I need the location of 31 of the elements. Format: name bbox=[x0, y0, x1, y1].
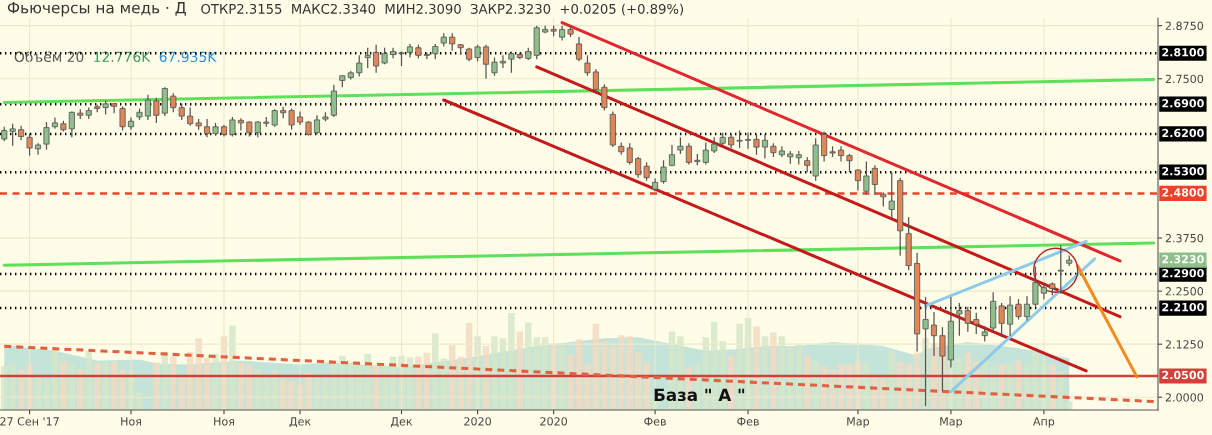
y-tick-label: 2.3750 bbox=[1165, 233, 1204, 243]
ref-line-label: 2.0500 bbox=[1162, 370, 1204, 380]
ref-line-label: 2.5300 bbox=[1162, 166, 1204, 176]
y-tick-label: 2.2500 bbox=[1165, 287, 1204, 296]
x-tick-label: Мар bbox=[940, 417, 963, 428]
x-tick-label: 27 Сен '17 bbox=[0, 417, 59, 426]
chart-title: Объём 20 bbox=[14, 51, 84, 63]
x-tick-label: Фев bbox=[737, 417, 759, 426]
x-tick-label: Мар bbox=[847, 417, 870, 428]
ref-line-label: 2.2900 bbox=[1162, 268, 1204, 278]
y-tick-label: 2.0000 bbox=[1165, 393, 1204, 402]
text: 2.3230 bbox=[1162, 254, 1204, 264]
x-tick-label: 2020 bbox=[464, 417, 491, 426]
x-tick-label: Дек bbox=[289, 417, 311, 428]
x-tick-label: Ноя bbox=[214, 417, 234, 426]
x-tick-label: Дек bbox=[390, 417, 413, 428]
y-tick-label: 2.7500 bbox=[1165, 74, 1204, 84]
x-tick-label: Фев bbox=[644, 417, 666, 426]
y-tick-label: 2.8750 bbox=[1165, 21, 1204, 31]
ref-line-label: 2.8100 bbox=[1162, 48, 1204, 57]
x-tick-label: Ноя bbox=[121, 417, 141, 426]
x-tick-label: 2020 bbox=[540, 417, 568, 426]
chart-subtitle: ОТКР2.3155 МАКС2.3340 МИН2.3090 ЗАКР2.3230 +0.0205 (+0.89%) bbox=[201, 3, 684, 16]
x-tick-label: Апр bbox=[1033, 417, 1055, 428]
ref-line-label: 2.4800 bbox=[1162, 188, 1204, 197]
annotation: База " А " bbox=[654, 388, 745, 402]
y-tick-label: 2.1250 bbox=[1165, 340, 1204, 349]
ref-line-label: 2.2100 bbox=[1162, 302, 1204, 312]
ref-line-label: 2.6200 bbox=[1162, 128, 1204, 138]
ref-line-label: 2.6900 bbox=[1162, 99, 1204, 108]
chart-title: Фьючерсы на медь · Д bbox=[7, 2, 186, 17]
